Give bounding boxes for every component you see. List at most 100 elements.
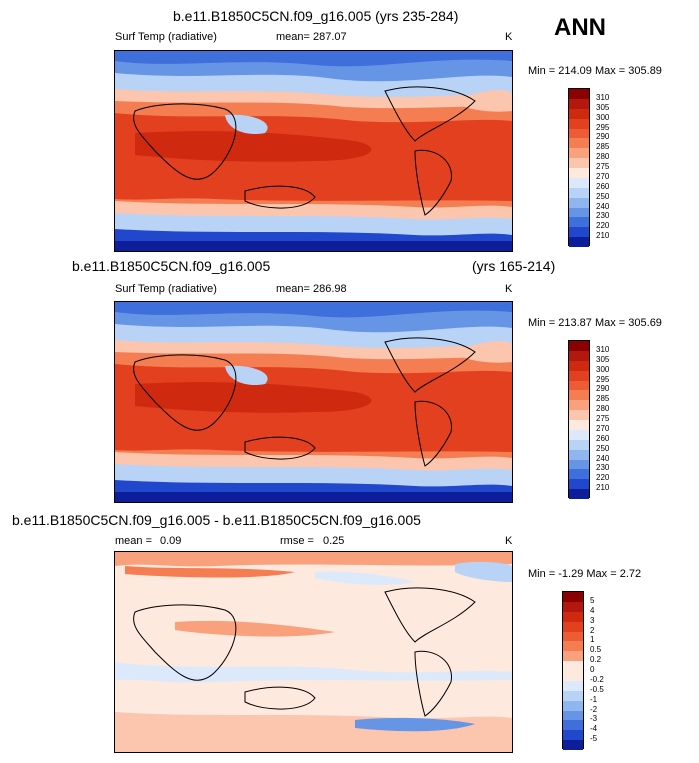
colorbar-cell — [563, 671, 583, 681]
colorbar-cell — [563, 700, 583, 711]
panel2-map-field — [115, 302, 512, 502]
colorbar-cell — [569, 118, 589, 129]
colorbar-label: 300 — [596, 364, 610, 374]
panel2-minmax: Min = 213.87 Max = 305.69 — [528, 317, 662, 329]
panel1-title: b.e11.B1850C5CN.f09_g16.005 (yrs 235-284… — [173, 8, 459, 24]
colorbar-cell — [569, 237, 589, 247]
colorbar-cell — [569, 197, 589, 208]
colorbar-label: 1 — [590, 635, 595, 645]
colorbar-label: 220 — [596, 473, 610, 483]
panel3-units: K — [505, 535, 513, 547]
colorbar-cell — [569, 168, 589, 178]
colorbar-label: 275 — [596, 414, 610, 423]
colorbar-cell — [569, 489, 589, 499]
colorbar-label: 250 — [596, 443, 610, 453]
panel2-title: b.e11.B1850C5CN.f09_g16.005 — [72, 258, 271, 274]
colorbar-label: 285 — [596, 394, 610, 404]
colorbar-label: 290 — [596, 132, 610, 142]
colorbar-label: 260 — [596, 433, 610, 443]
panel3-title: b.e11.B1850C5CN.f09_g16.005 - b.e11.B185… — [12, 512, 421, 528]
colorbar-label: 2 — [590, 625, 595, 635]
colorbar-cell — [569, 410, 589, 420]
colorbar-label: 4 — [590, 605, 595, 615]
colorbar-label: 305 — [596, 102, 610, 112]
colorbar-cell — [569, 449, 589, 460]
panel3-mean-label: mean = — [115, 535, 152, 547]
panel2-colorbar — [568, 340, 590, 499]
colorbar-cell — [563, 641, 583, 652]
colorbar-label: 270 — [596, 171, 610, 181]
colorbar-cell — [569, 108, 589, 119]
colorbar-label: 0 — [590, 665, 595, 674]
panel1-units: K — [505, 31, 513, 43]
colorbar-cell — [563, 720, 583, 731]
panel1-map — [114, 50, 513, 252]
colorbar-label: 220 — [596, 221, 610, 231]
colorbar-cell — [569, 341, 589, 351]
colorbar-cell — [569, 207, 589, 218]
colorbar-cell — [563, 680, 583, 691]
colorbar-cell — [569, 459, 589, 470]
colorbar-cell — [569, 420, 589, 430]
colorbar-cell — [569, 128, 589, 139]
colorbar-label: 240 — [596, 453, 610, 463]
panel3-map — [114, 551, 513, 753]
colorbar-label: -0.5 — [590, 684, 604, 694]
colorbar-label: 305 — [596, 354, 610, 364]
colorbar-label: 3 — [590, 615, 595, 625]
panel1-variable: Surf Temp (radiative) — [115, 31, 217, 43]
colorbar-cell — [563, 601, 583, 612]
colorbar-cell — [563, 592, 583, 602]
panel3-rmse-label: rmse = — [280, 535, 314, 547]
colorbar-cell — [569, 217, 589, 228]
panel2-years: (yrs 165-214) — [472, 258, 556, 274]
colorbar-label: 275 — [596, 162, 610, 171]
colorbar-cell — [569, 479, 589, 490]
colorbar-cell — [569, 429, 589, 440]
colorbar-cell — [569, 148, 589, 159]
colorbar-cell — [563, 710, 583, 721]
colorbar-label: 250 — [596, 191, 610, 201]
colorbar-label: 230 — [596, 463, 610, 473]
colorbar-label: 280 — [596, 404, 610, 414]
colorbar-cell — [569, 350, 589, 361]
colorbar-cell — [569, 158, 589, 168]
colorbar-cell — [563, 730, 583, 741]
colorbar-label: -0.2 — [590, 674, 604, 684]
colorbar-label: 300 — [596, 112, 610, 122]
colorbar-cell — [569, 227, 589, 238]
colorbar-label: 0.2 — [590, 655, 602, 665]
panel2-mean: mean= 286.98 — [276, 283, 347, 295]
colorbar-cell — [569, 390, 589, 401]
colorbar-cell — [569, 360, 589, 371]
colorbar-cell — [569, 89, 589, 99]
panel2-map — [114, 301, 513, 503]
colorbar-cell — [569, 400, 589, 411]
panel3-mean-value: 0.09 — [160, 535, 182, 547]
colorbar-label: 5 — [590, 595, 595, 605]
colorbar-label: 280 — [596, 152, 610, 162]
panel1-mean: mean= 287.07 — [276, 31, 347, 43]
colorbar-cell — [563, 621, 583, 632]
panel3-map-field — [115, 552, 512, 752]
colorbar-cell — [569, 469, 589, 480]
colorbar-label: -5 — [590, 734, 598, 744]
colorbar-label: -1 — [590, 694, 598, 704]
panel1-colorbar — [568, 88, 590, 247]
colorbar-label: 295 — [596, 374, 610, 384]
colorbar-cell — [569, 138, 589, 149]
panel2-units: K — [505, 283, 513, 295]
colorbar-cell — [563, 631, 583, 642]
colorbar-label: 240 — [596, 201, 610, 211]
colorbar-label: 290 — [596, 384, 610, 394]
colorbar-label: 285 — [596, 142, 610, 152]
colorbar-label: 210 — [596, 483, 610, 493]
panel3-rmse-value: 0.25 — [323, 535, 345, 547]
colorbar-label: 210 — [596, 231, 610, 241]
panel1-map-field — [115, 51, 512, 251]
colorbar-label: 230 — [596, 211, 610, 221]
colorbar-label: -2 — [590, 704, 598, 714]
colorbar-cell — [563, 611, 583, 622]
panel2-variable: Surf Temp (radiative) — [115, 283, 217, 295]
season-label: ANN — [554, 14, 606, 41]
